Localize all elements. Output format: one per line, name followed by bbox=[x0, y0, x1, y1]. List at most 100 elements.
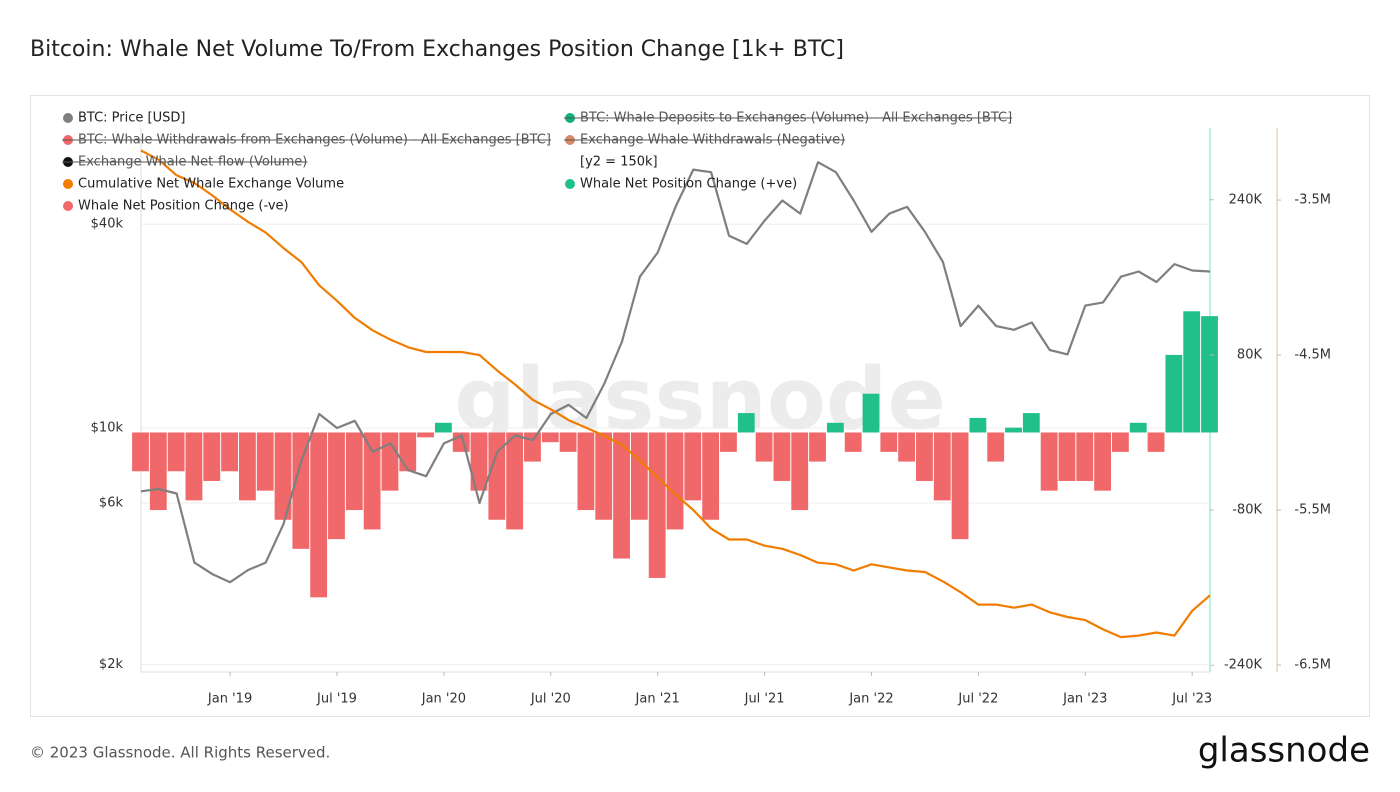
bar bbox=[720, 432, 737, 452]
bar bbox=[826, 422, 844, 433]
bar bbox=[809, 432, 826, 462]
bar bbox=[274, 432, 292, 520]
x-tick-label: Jan '20 bbox=[421, 692, 466, 707]
legend-label[interactable]: BTC: Price [USD] bbox=[78, 111, 185, 126]
bar bbox=[541, 432, 559, 443]
bar bbox=[1147, 432, 1165, 452]
bar bbox=[203, 432, 221, 481]
bar bbox=[524, 432, 541, 462]
y2-tick-label: -240K bbox=[1224, 658, 1263, 673]
bar bbox=[1201, 316, 1218, 433]
bar bbox=[488, 432, 506, 520]
logo: glassnode bbox=[1198, 731, 1370, 771]
legend-marker bbox=[63, 113, 73, 123]
y2-tick-label: -80K bbox=[1232, 503, 1262, 518]
y3-tick-label: -6.5M bbox=[1294, 658, 1331, 673]
y2-tick-label: 80K bbox=[1237, 347, 1263, 362]
y3-tick-label: -3.5M bbox=[1294, 193, 1331, 208]
y3-tick-label: -4.5M bbox=[1294, 348, 1331, 363]
bar bbox=[595, 432, 613, 520]
x-tick-label: Jan '23 bbox=[1062, 692, 1107, 707]
legend-annotation: [y2 = 150k] bbox=[580, 155, 658, 170]
x-tick-label: Jul '23 bbox=[1171, 692, 1212, 707]
copyright: © 2023 Glassnode. All Rights Reserved. bbox=[30, 744, 330, 762]
bar bbox=[506, 432, 524, 530]
bar bbox=[630, 432, 648, 520]
bar bbox=[417, 432, 434, 438]
legend-marker bbox=[63, 179, 73, 189]
legend-label[interactable]: Cumulative Net Whale Exchange Volume bbox=[78, 177, 344, 192]
bar bbox=[898, 432, 916, 462]
bar bbox=[755, 432, 773, 462]
bar bbox=[1165, 354, 1183, 433]
bar bbox=[773, 432, 791, 481]
bar bbox=[916, 432, 933, 481]
legend-label[interactable]: Whale Net Position Change (+ve) bbox=[580, 177, 797, 192]
x-tick-label: Jan '21 bbox=[635, 692, 680, 707]
y3-tick-label: -5.5M bbox=[1294, 503, 1331, 518]
legend-marker bbox=[565, 179, 575, 189]
bar bbox=[969, 417, 987, 433]
bar bbox=[1112, 432, 1129, 452]
bar bbox=[648, 432, 666, 578]
bar bbox=[1022, 413, 1040, 433]
y-tick-label: $6k bbox=[99, 496, 124, 511]
x-tick-label: Jul '22 bbox=[957, 692, 998, 707]
bar bbox=[1005, 427, 1022, 433]
bar bbox=[684, 432, 702, 501]
bar bbox=[577, 432, 595, 511]
line bbox=[140, 149, 1211, 639]
bar bbox=[1058, 432, 1076, 481]
bar bbox=[1040, 432, 1058, 491]
line bbox=[140, 161, 1211, 584]
bar bbox=[185, 432, 203, 501]
y-tick-label: $10k bbox=[91, 420, 124, 435]
y2-tick-label: 240K bbox=[1229, 192, 1263, 207]
legend: BTC: Price [USD] BTC: Whale Deposits to E… bbox=[62, 111, 1013, 214]
bar bbox=[292, 432, 310, 549]
bar bbox=[238, 432, 256, 501]
bar bbox=[791, 432, 809, 511]
bar bbox=[167, 432, 185, 472]
x-tick-label: Jan '19 bbox=[207, 692, 252, 707]
bar bbox=[862, 393, 880, 433]
bar bbox=[328, 432, 345, 540]
bar bbox=[345, 432, 363, 511]
bar bbox=[987, 432, 1005, 462]
bar bbox=[880, 432, 898, 452]
bar bbox=[149, 432, 167, 511]
bar bbox=[613, 432, 630, 559]
bar bbox=[737, 413, 755, 433]
bar bbox=[1094, 432, 1112, 491]
bar bbox=[256, 432, 274, 491]
y-tick-label: $2k bbox=[99, 657, 124, 672]
chart-frame bbox=[30, 95, 1370, 717]
bar bbox=[559, 432, 577, 452]
bar bbox=[381, 432, 399, 491]
legend-label[interactable]: Whale Net Position Change (-ve) bbox=[78, 199, 289, 214]
bar bbox=[1129, 422, 1147, 433]
bar bbox=[666, 432, 684, 530]
bar bbox=[951, 432, 969, 540]
bar bbox=[399, 432, 417, 472]
bar bbox=[844, 432, 862, 452]
bar bbox=[434, 422, 452, 433]
bar bbox=[933, 432, 951, 501]
bar bbox=[310, 432, 328, 598]
x-tick-label: Jul '19 bbox=[316, 692, 357, 707]
bar bbox=[1183, 311, 1201, 433]
x-tick-label: Jan '22 bbox=[848, 692, 893, 707]
bar bbox=[1076, 432, 1094, 481]
bar bbox=[221, 432, 238, 472]
bar bbox=[470, 432, 488, 491]
y-tick-label: $40k bbox=[91, 217, 124, 232]
x-tick-label: Jul '20 bbox=[530, 692, 571, 707]
x-tick-label: Jul '21 bbox=[744, 692, 785, 707]
bar bbox=[132, 432, 149, 472]
bar bbox=[702, 432, 720, 520]
chart-title: Bitcoin: Whale Net Volume To/From Exchan… bbox=[30, 37, 844, 62]
legend-marker bbox=[63, 201, 73, 211]
plot-area bbox=[132, 149, 1218, 665]
bar bbox=[363, 432, 381, 530]
